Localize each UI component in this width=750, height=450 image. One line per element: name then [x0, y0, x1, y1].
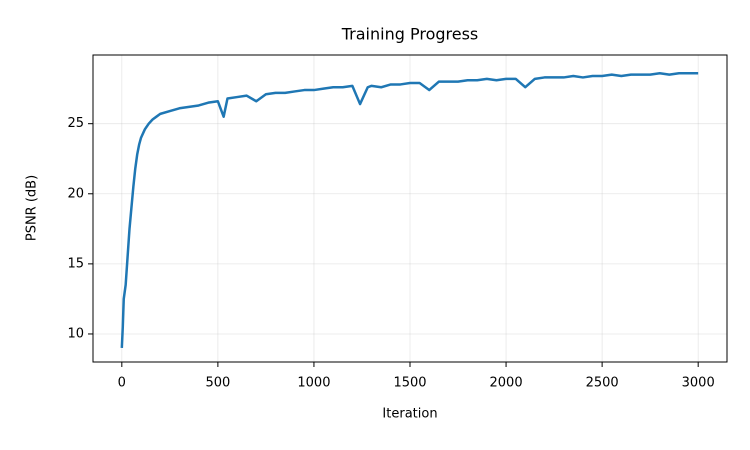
x-tick-label: 500 — [205, 376, 230, 391]
y-axis-label: PSNR (dB) — [25, 175, 40, 241]
x-tick-label: 1500 — [393, 376, 426, 391]
y-tick-label: 20 — [67, 186, 84, 201]
x-tick-label: 3000 — [682, 376, 715, 391]
line-series — [120, 71, 699, 349]
chart-title: Training Progress — [341, 25, 479, 44]
x-tick-label: 1000 — [297, 376, 330, 391]
y-tick-label: 10 — [67, 326, 84, 341]
y-tick-label: 15 — [67, 256, 84, 271]
x-tick-label: 0 — [118, 376, 126, 391]
plot-frame — [92, 54, 728, 363]
y-tick-label: 25 — [67, 116, 84, 131]
x-axis-label: Iteration — [382, 407, 437, 422]
x-tick-label: 2500 — [586, 376, 619, 391]
x-tick-label: 2000 — [490, 376, 523, 391]
